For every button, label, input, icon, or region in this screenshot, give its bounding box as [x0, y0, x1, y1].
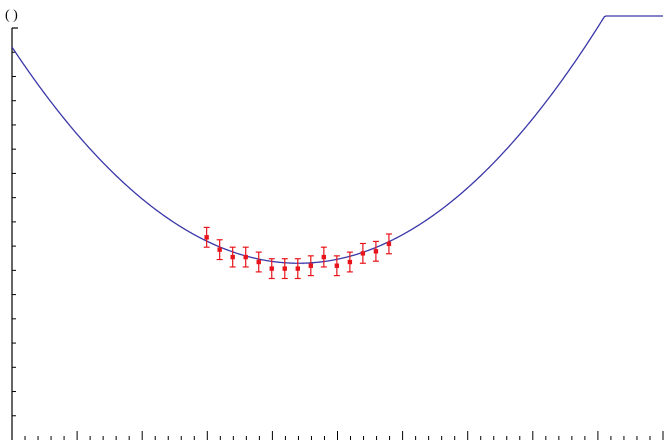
fit-curve-group — [11, 15, 663, 264]
axes — [11, 27, 664, 440]
point-marker — [256, 259, 261, 265]
data-point — [255, 251, 262, 273]
data-point — [320, 246, 327, 268]
data-point — [216, 239, 223, 261]
point-marker — [217, 247, 222, 252]
data-point — [229, 246, 236, 268]
data-point — [307, 255, 314, 277]
point-marker — [321, 254, 327, 260]
point-marker — [334, 263, 340, 268]
data-point — [385, 233, 392, 255]
point-marker — [204, 235, 209, 240]
data-point — [359, 242, 366, 264]
data-point — [333, 255, 340, 277]
point-marker — [386, 241, 392, 247]
data-point — [346, 251, 353, 273]
point-marker — [308, 263, 314, 268]
point-marker — [282, 266, 287, 271]
point-marker — [243, 254, 248, 260]
point-marker — [360, 251, 366, 256]
point-marker — [295, 266, 300, 271]
data-point — [203, 226, 210, 248]
point-marker — [230, 254, 235, 260]
data-point — [294, 258, 301, 280]
data-point — [242, 246, 249, 268]
data-point — [268, 258, 275, 280]
fit-curve — [11, 15, 663, 264]
point-marker — [269, 266, 274, 271]
point-marker — [373, 249, 379, 254]
y-axis-label: ( ) — [5, 8, 18, 23]
data-points-group — [203, 226, 392, 280]
data-point — [372, 240, 379, 262]
point-marker — [347, 259, 353, 265]
data-point — [281, 258, 288, 280]
